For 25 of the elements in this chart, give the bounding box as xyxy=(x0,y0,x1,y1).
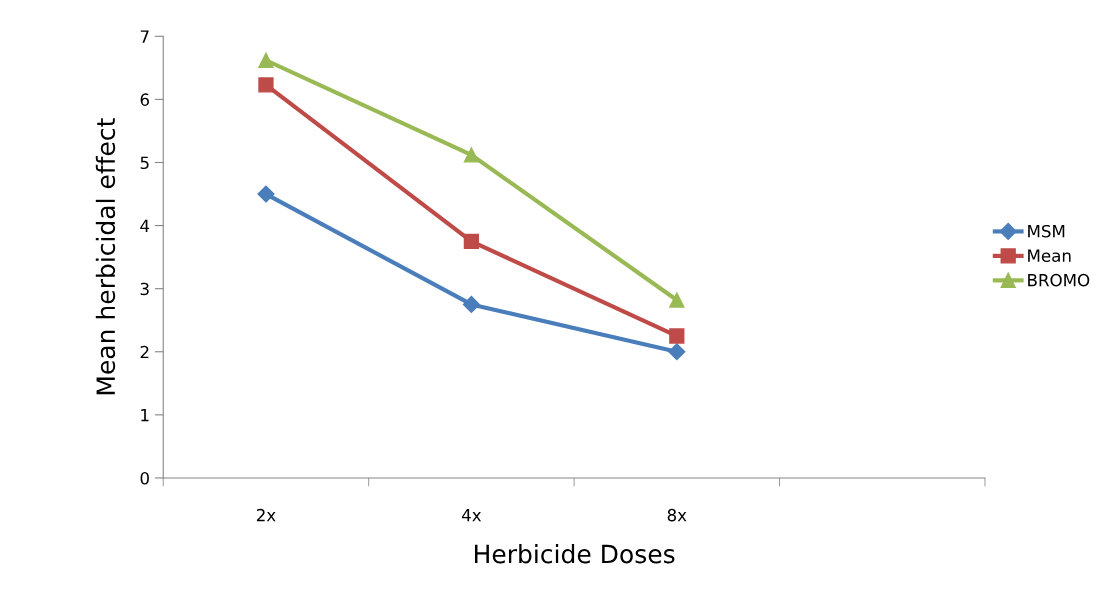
point xyxy=(463,147,480,163)
x-tick-label: 4x xyxy=(461,509,482,522)
point xyxy=(669,328,685,344)
legend-label: MSM xyxy=(1028,224,1065,238)
x-tick-label: 2x xyxy=(256,508,276,522)
x-axis-title: Herbicide Doses xyxy=(474,544,675,564)
point xyxy=(669,292,685,308)
y-tick-label: 4 xyxy=(140,219,150,232)
point xyxy=(258,77,274,93)
legend-label: BROMO xyxy=(1028,273,1090,287)
y-axis-title: Mean herbicidal effect xyxy=(95,118,116,395)
point xyxy=(668,343,686,361)
y-tick-label: 2 xyxy=(140,345,149,359)
y-tick-label: 3 xyxy=(140,282,149,296)
y-tick-label: 0 xyxy=(140,471,149,485)
point xyxy=(463,233,480,249)
point xyxy=(257,185,275,203)
point xyxy=(258,52,274,68)
y-tick-label: 7 xyxy=(140,30,149,43)
x-tick-label: 8x xyxy=(667,508,687,522)
legend-label: Mean xyxy=(1028,249,1071,262)
point xyxy=(462,295,480,313)
y-tick-label: 5 xyxy=(140,156,149,170)
y-tick-label: 6 xyxy=(140,93,149,106)
y-tick-label: 1 xyxy=(141,409,149,422)
